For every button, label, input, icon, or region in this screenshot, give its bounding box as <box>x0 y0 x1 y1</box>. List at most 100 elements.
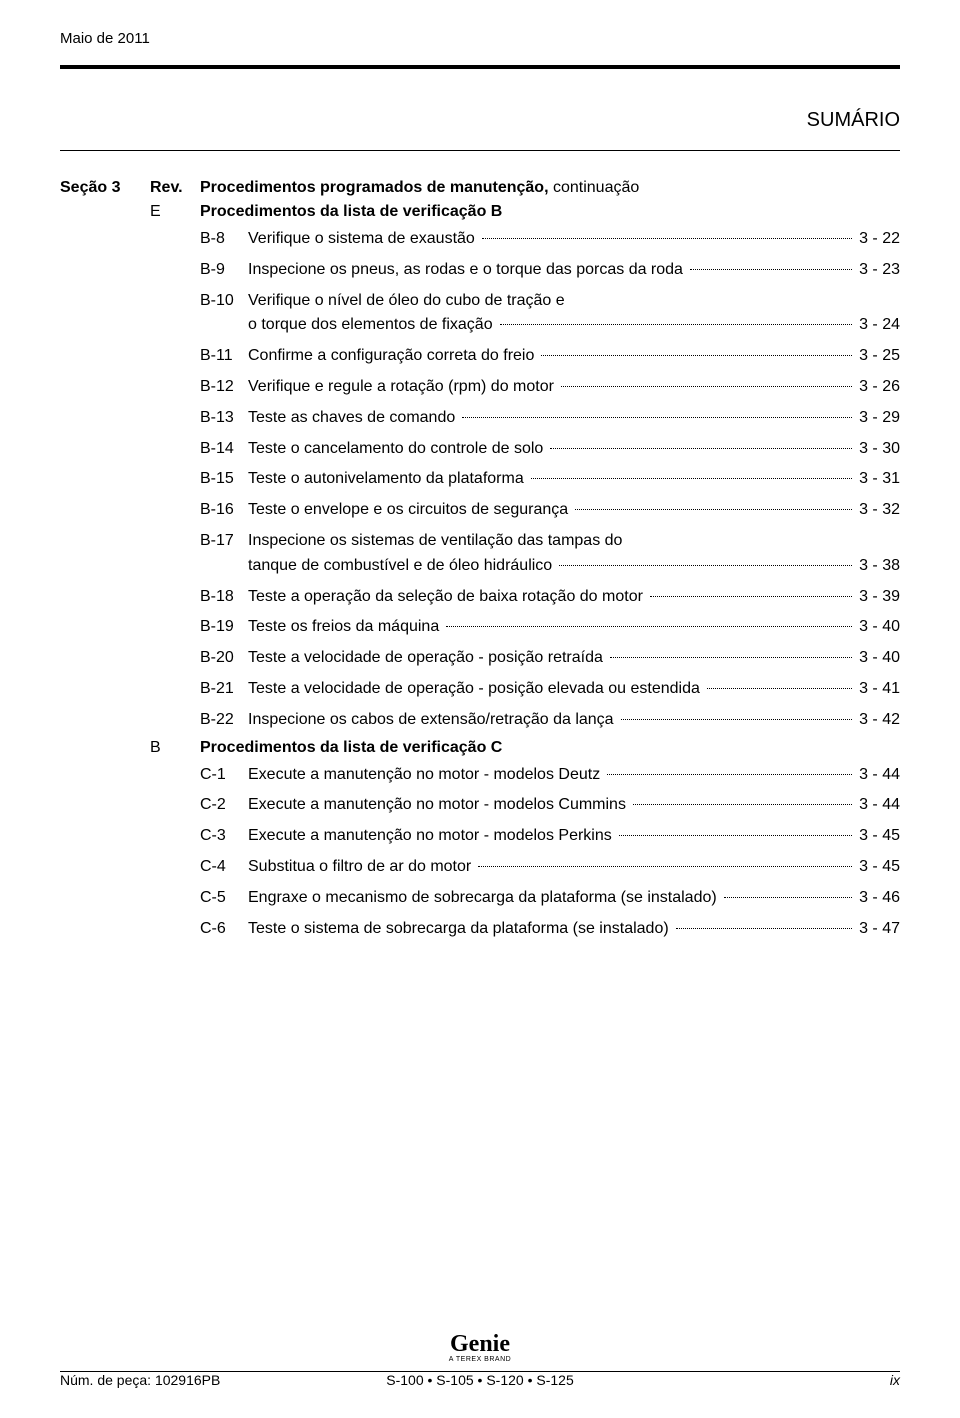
footer-page-number: ix <box>620 1372 900 1388</box>
brand-logo: Genie <box>60 1332 900 1356</box>
entry-page: 3 - 32 <box>855 498 900 523</box>
entry-code: B-8 <box>200 227 248 252</box>
entry-text-continuation: tanque de combustível e de óleo hidráuli… <box>248 554 556 579</box>
entry-page: 3 - 45 <box>855 824 900 849</box>
dot-leader <box>482 238 852 239</box>
dot-leader <box>676 928 852 929</box>
dot-leader <box>462 417 852 418</box>
entry-text: Teste a velocidade de operação - posição… <box>248 677 704 702</box>
entry-text-wrap: Confirme a configuração correta do freio… <box>248 344 900 369</box>
entry-text-wrap: Verifique o nível de óleo do cubo de tra… <box>248 289 900 339</box>
entry-text: Execute a manutenção no motor - modelos … <box>248 824 616 849</box>
page-footer: Genie A TEREX BRAND Núm. de peça: 102916… <box>60 1332 900 1388</box>
entry-text-wrap: Teste o sistema de sobrecarga da platafo… <box>248 917 900 942</box>
footer-row: Núm. de peça: 102916PB S-100 • S-105 • S… <box>60 1372 900 1388</box>
entry-text-wrap: Execute a manutenção no motor - modelos … <box>248 763 900 788</box>
entry-code: B-16 <box>200 498 248 523</box>
entry-text-wrap: Teste os freios da máquina3 - 40 <box>248 615 900 640</box>
toc-entry: B-21Teste a velocidade de operação - pos… <box>200 677 900 702</box>
entry-code: B-18 <box>200 585 248 610</box>
toc-entry: B-19Teste os freios da máquina3 - 40 <box>200 615 900 640</box>
toc-entry: B-12Verifique e regule a rotação (rpm) d… <box>200 375 900 400</box>
entry-text: Teste os freios da máquina <box>248 615 443 640</box>
entry-page: 3 - 40 <box>855 646 900 671</box>
entry-text-wrap: Teste o autonivelamento da plataforma 3 -… <box>248 467 900 492</box>
entry-text-wrap: Teste a velocidade de operação - posição… <box>248 677 900 702</box>
toc-entry: C-2Execute a manutenção no motor - model… <box>200 793 900 818</box>
entry-code: B-19 <box>200 615 248 640</box>
entry-page: 3 - 25 <box>855 344 900 369</box>
toc-entry: B-11Confirme a configuração correta do f… <box>200 344 900 369</box>
entry-code: B-17 <box>200 529 248 554</box>
dot-leader <box>621 719 853 720</box>
dot-leader <box>478 866 852 867</box>
dot-leader <box>724 897 852 898</box>
toc-entry: B-20Teste a velocidade de operação - pos… <box>200 646 900 671</box>
toc-entry: B-15Teste o autonivelamento da plataform… <box>200 467 900 492</box>
entry-page: 3 - 41 <box>855 677 900 702</box>
section-title: Procedimentos programados de manutenção,… <box>200 179 639 197</box>
entry-text: Substitua o filtro de ar do motor <box>248 855 475 880</box>
entry-code: B-13 <box>200 406 248 431</box>
toc-entry: B-8Verifique o sistema de exaustão3 - 22 <box>200 227 900 252</box>
header-date: Maio de 2011 <box>60 30 900 47</box>
entry-code: B-11 <box>200 344 248 369</box>
entry-code: B-22 <box>200 708 248 733</box>
entry-code: B-15 <box>200 467 248 492</box>
entry-code: C-1 <box>200 763 248 788</box>
entry-text-wrap: Teste as chaves de comando3 - 29 <box>248 406 900 431</box>
toc-entry: C-5Engraxe o mecanismo de sobrecarga da … <box>200 886 900 911</box>
section-title-bold: Procedimentos programados de manutenção, <box>200 179 549 196</box>
entry-text: Verifique e regule a rotação (rpm) do mo… <box>248 375 558 400</box>
entry-text-continuation: o torque dos elementos de fixação <box>248 313 497 338</box>
entry-page: 3 - 24 <box>855 313 900 338</box>
section-title-cont: continuação <box>549 179 640 196</box>
dot-leader <box>446 626 852 627</box>
entry-text-wrap: Inspecione os sistemas de ventilação das… <box>248 529 900 579</box>
entry-page: 3 - 47 <box>855 917 900 942</box>
entry-page: 3 - 31 <box>855 467 900 492</box>
entry-text: Teste o autonivelamento da plataforma <box>248 467 528 492</box>
entry-text-wrap: Engraxe o mecanismo de sobrecarga da pla… <box>248 886 900 911</box>
toc-entry: C-6Teste o sistema de sobrecarga da plat… <box>200 917 900 942</box>
toc-entry: C-1Execute a manutenção no motor - model… <box>200 763 900 788</box>
dot-leader <box>707 688 852 689</box>
entry-code: B-9 <box>200 258 248 283</box>
group-letter: B <box>150 739 200 757</box>
entry-page: 3 - 23 <box>855 258 900 283</box>
brand-tagline: A TEREX BRAND <box>60 1356 900 1363</box>
toc-entry: B-18Teste a operação da seleção de baixa… <box>200 585 900 610</box>
entry-text: Teste a velocidade de operação - posição… <box>248 646 607 671</box>
entry-text: Inspecione os sistemas de ventilação das… <box>248 529 626 554</box>
title-rule <box>60 150 900 151</box>
toc-entry: C-4Substitua o filtro de ar do motor3 - … <box>200 855 900 880</box>
section-label: Seção 3 <box>60 179 150 197</box>
entry-text: Engraxe o mecanismo de sobrecarga da pla… <box>248 886 721 911</box>
entry-page: 3 - 39 <box>855 585 900 610</box>
entry-text: Verifique o sistema de exaustão <box>248 227 479 252</box>
entry-text: Execute a manutenção no motor - modelos … <box>248 763 604 788</box>
toc-entry: B-13Teste as chaves de comando3 - 29 <box>200 406 900 431</box>
section-header-row: Seção 3 Rev. Procedimentos programados d… <box>60 179 900 197</box>
entry-code: C-6 <box>200 917 248 942</box>
entry-code: C-3 <box>200 824 248 849</box>
rev-label: Rev. <box>150 179 200 197</box>
dot-leader <box>575 509 852 510</box>
entry-text-wrap: Execute a manutenção no motor - modelos … <box>248 824 900 849</box>
toc-entry: B-16Teste o envelope e os circuitos de s… <box>200 498 900 523</box>
group-letter: E <box>150 203 200 221</box>
entry-text-wrap: Teste a operação da seleção de baixa rot… <box>248 585 900 610</box>
entry-text-wrap: Teste a velocidade de operação - posição… <box>248 646 900 671</box>
dot-leader <box>559 565 852 566</box>
dot-leader <box>607 774 852 775</box>
dot-leader <box>550 448 852 449</box>
entry-text: Inspecione os cabos de extensão/retração… <box>248 708 618 733</box>
entry-text-wrap: Execute a manutenção no motor - modelos … <box>248 793 900 818</box>
dot-leader <box>500 324 852 325</box>
entry-text: Teste o cancelamento do controle de solo <box>248 437 547 462</box>
entry-text-wrap: Substitua o filtro de ar do motor3 - 45 <box>248 855 900 880</box>
entry-page: 3 - 38 <box>855 554 900 579</box>
toc-entry: B-17Inspecione os sistemas de ventilação… <box>200 529 900 579</box>
toc-entry: C-3Execute a manutenção no motor - model… <box>200 824 900 849</box>
entry-page: 3 - 46 <box>855 886 900 911</box>
